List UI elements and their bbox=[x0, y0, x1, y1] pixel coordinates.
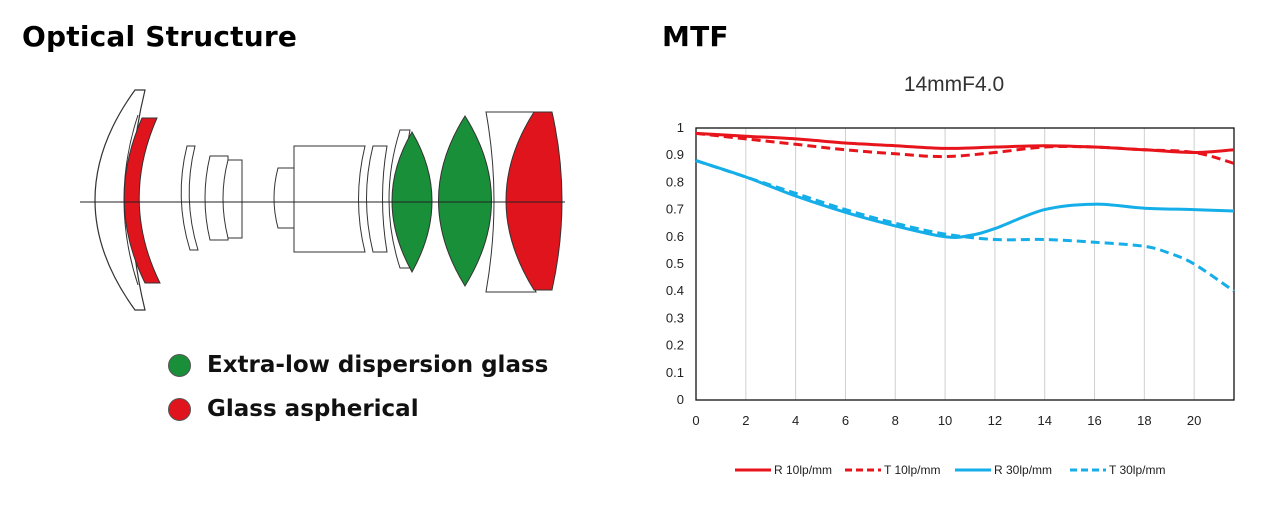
series-line-r-30lp-mm bbox=[695, 159, 1235, 239]
lens-element-2 bbox=[180, 145, 199, 251]
mtf-title: MTF bbox=[662, 20, 729, 53]
x-tick-label-0: 0 bbox=[692, 413, 699, 428]
aspherical-lens-2 bbox=[505, 111, 563, 291]
x-tick-label-12: 12 bbox=[988, 413, 1002, 428]
y-tick-label-0.9: 0.9 bbox=[666, 147, 684, 162]
y-tick-label-0.4: 0.4 bbox=[666, 283, 684, 298]
x-tick-label-2: 2 bbox=[742, 413, 749, 428]
legend-label-r-30lp-mm: R 30lp/mm bbox=[994, 463, 1052, 477]
y-tick-label-0.6: 0.6 bbox=[666, 229, 684, 244]
chart-grid bbox=[745, 128, 1195, 400]
legend-label-t-30lp-mm: T 30lp/mm bbox=[1109, 463, 1165, 477]
legend-label-r-10lp-mm: R 10lp/mm bbox=[774, 463, 832, 477]
mtf-chart: 14mmF4.0 0 0.1 0.2 0.3 0.4 0.5 0.6 0.7 0.8 0.9 1 0… bbox=[666, 73, 1235, 477]
y-axis-ticks: 0 0.1 0.2 0.3 0.4 0.5 0.6 0.7 0.8 0.9 1 bbox=[666, 120, 684, 407]
plot-area-frame bbox=[695, 127, 1235, 401]
x-tick-label-16: 16 bbox=[1087, 413, 1101, 428]
lens-element-4 bbox=[222, 159, 243, 239]
y-tick-label-0.5: 0.5 bbox=[666, 256, 684, 271]
series-line-t-10lp-mm bbox=[695, 131, 1235, 165]
y-tick-label-0.2: 0.2 bbox=[666, 338, 684, 353]
lens-element-6 bbox=[293, 145, 366, 253]
y-tick-label-0.8: 0.8 bbox=[666, 174, 684, 189]
x-tick-label-20: 20 bbox=[1187, 413, 1201, 428]
optical-structure-diagram bbox=[80, 89, 565, 311]
legend-label-t-10lp-mm: T 10lp/mm bbox=[884, 463, 940, 477]
legend-aspherical: Glass aspherical bbox=[168, 396, 419, 422]
chart-title: 14mmF4.0 bbox=[904, 73, 1004, 96]
lens-element-7 bbox=[366, 145, 388, 253]
red-dot-icon bbox=[168, 397, 191, 421]
legend-ed-glass: Extra-low dispersion glass bbox=[168, 352, 548, 378]
x-tick-label-18: 18 bbox=[1137, 413, 1151, 428]
y-tick-label-0: 0 bbox=[677, 392, 684, 407]
chart-legend: R 10lp/mm T 10lp/mm R 30lp/mm T 30lp/mm bbox=[735, 463, 1165, 477]
ed-lens-2 bbox=[438, 115, 492, 287]
series-line-r-10lp-mm bbox=[695, 131, 1235, 155]
lens-element-3 bbox=[204, 155, 229, 241]
legend-aspherical-label: Glass aspherical bbox=[207, 396, 419, 422]
green-dot-icon bbox=[168, 353, 191, 377]
legend-ed-glass-label: Extra-low dispersion glass bbox=[207, 352, 549, 378]
x-axis-ticks: 0 2 4 6 8 10 12 14 16 18 20 bbox=[692, 413, 1201, 428]
y-tick-label-1: 1 bbox=[677, 120, 684, 135]
optical-structure-title: Optical Structure bbox=[22, 20, 298, 53]
mtf-series-lines bbox=[695, 131, 1235, 293]
y-tick-label-0.1: 0.1 bbox=[666, 365, 684, 380]
aspherical-lens-1 bbox=[123, 117, 161, 284]
y-tick-label-0.7: 0.7 bbox=[666, 202, 684, 217]
x-tick-label-14: 14 bbox=[1037, 413, 1051, 428]
x-tick-label-8: 8 bbox=[892, 413, 899, 428]
x-tick-label-6: 6 bbox=[842, 413, 849, 428]
x-tick-label-10: 10 bbox=[938, 413, 952, 428]
series-line-t-30lp-mm bbox=[695, 159, 1235, 293]
y-tick-label-0.3: 0.3 bbox=[666, 310, 684, 325]
x-tick-label-4: 4 bbox=[792, 413, 799, 428]
